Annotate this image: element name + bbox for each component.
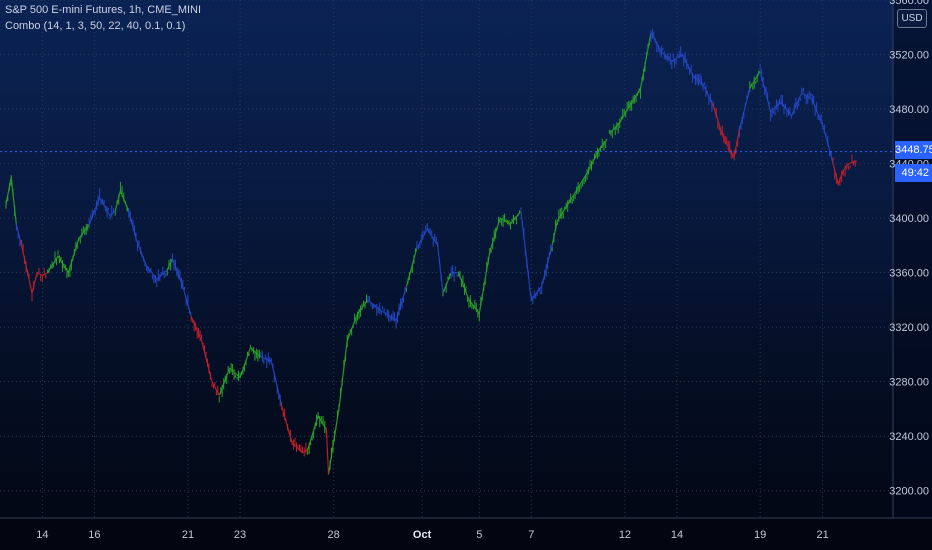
time-tick-label: 23 [234, 529, 246, 541]
symbol-title[interactable]: S&P 500 E-mini Futures, 1h, CME_MINI [5, 4, 202, 16]
last-price-tag: 3448.75 [895, 141, 932, 159]
series-segment-neutral [450, 264, 459, 282]
series-line [190, 316, 220, 396]
grid-lines [0, 0, 893, 518]
series-line [281, 406, 308, 454]
series-line [520, 211, 553, 302]
price-tick-label: 3560.00 [889, 0, 929, 7]
series-segment-bull [442, 272, 452, 297]
time-tick-label: 21 [182, 529, 194, 541]
series-segment-neutral [260, 350, 283, 407]
indicator-label[interactable]: Combo (14, 1, 3, 50, 22, 40, 0.1, 0.1) [5, 20, 186, 32]
price-tick-label: 3280.00 [889, 377, 929, 389]
time-tick-label: 16 [88, 529, 100, 541]
series-segment-neutral [128, 207, 168, 288]
price-series [5, 29, 858, 475]
price-tick-label: 3200.00 [889, 486, 929, 498]
time-axis-labels: 14 16 21 23 28 Oct 5 7 12 14 19 21 [36, 529, 828, 541]
series-segment-neutral [650, 29, 714, 112]
price-tick-label: 3400.00 [889, 213, 929, 225]
series-segment-neutral [15, 223, 23, 247]
series-line [166, 258, 173, 271]
series-segment-bear [712, 102, 740, 161]
time-tick-label: 5 [476, 529, 482, 541]
time-axis-panel[interactable] [0, 518, 932, 550]
series-segment-neutral [520, 207, 553, 305]
series-line [327, 299, 369, 475]
series-segment-bear [190, 316, 220, 396]
series-line [416, 227, 444, 294]
time-tick-label: 28 [328, 529, 340, 541]
series-segment-bull [166, 258, 173, 276]
series-line [759, 70, 834, 164]
price-tick-label: 3480.00 [889, 104, 929, 116]
time-tick-label: 14 [36, 529, 48, 541]
time-tick-label: 7 [528, 529, 534, 541]
series-segment-bull [457, 210, 522, 322]
series-segment-neutral [738, 88, 751, 138]
series-line [608, 32, 652, 135]
time-tick-label: 14 [671, 529, 683, 541]
currency-badge[interactable]: USD [897, 9, 927, 28]
series-line [15, 224, 23, 246]
series-segment-neutral [171, 253, 192, 317]
series-line [650, 32, 714, 107]
series-segment-bear [325, 427, 330, 475]
series-segment-bull [114, 181, 130, 216]
time-tick-label: 12 [619, 529, 631, 541]
time-tick-label: 19 [754, 529, 766, 541]
time-tick-label: 21 [816, 529, 828, 541]
series-segment-bull [218, 344, 262, 403]
series-segment-neutral [88, 188, 116, 228]
series-segment-bull [5, 175, 17, 225]
series-segment-bear [832, 154, 858, 186]
series-segment-bull [47, 223, 90, 279]
series-segment-neutral [759, 63, 834, 164]
series-segment-neutral [367, 286, 408, 329]
series-segment-bear [21, 239, 48, 302]
bar-countdown-tag: 49:42 [895, 164, 932, 182]
series-segment-bull [405, 247, 418, 292]
price-tick-label: 3320.00 [889, 322, 929, 334]
series-segment-bull [307, 412, 327, 455]
time-tick-label: Oct [413, 529, 432, 541]
series-segment-neutral [416, 223, 444, 294]
series-segment-bull [608, 32, 652, 139]
price-tick-label: 3360.00 [889, 268, 929, 280]
series-segment-bull [551, 138, 608, 252]
series-segment-bear [281, 402, 308, 457]
series-segment-bull [749, 70, 761, 93]
price-tick-label: 3520.00 [889, 50, 929, 62]
series-segment-bull [327, 294, 369, 475]
series-line [88, 196, 116, 226]
price-tick-label: 3240.00 [889, 431, 929, 443]
series-line [712, 106, 740, 159]
price-axis-panel[interactable] [893, 0, 932, 550]
